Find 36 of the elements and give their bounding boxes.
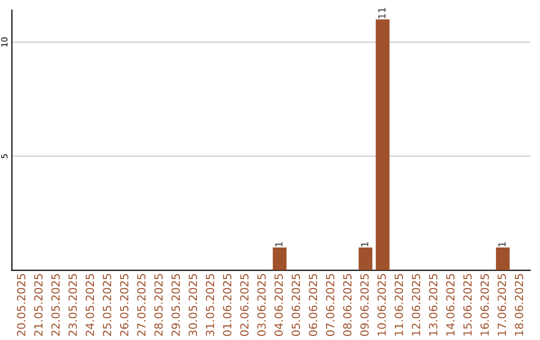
x-tick-label: 24.05.2025 — [86, 274, 94, 336]
x-tick-label: 02.06.2025 — [240, 274, 249, 336]
x-tick-label: 27.05.2025 — [137, 274, 146, 336]
x-tick-label: 25.05.2025 — [102, 274, 112, 336]
x-tick-label: 10.06.2025 — [377, 274, 386, 336]
x-tick-label: 22.05.2025 — [51, 274, 60, 336]
x-tick-label: 12.06.2025 — [412, 274, 420, 336]
y-tick-label: 10 — [1, 37, 8, 47]
x-tick-label: 07.06.2025 — [326, 274, 334, 336]
x-tick-label: 26.05.2025 — [120, 274, 128, 336]
x-tick-label: 13.06.2025 — [428, 274, 438, 336]
x-tick-label: 04.06.2025 — [274, 274, 283, 336]
x-tick-label: 21.05.2025 — [34, 274, 43, 336]
x-tick-label: 29.05.2025 — [171, 274, 180, 336]
x-tick-label: 15.06.2025 — [463, 274, 472, 336]
x-tick-label: 30.05.2025 — [188, 274, 198, 336]
x-tick-label: 23.05.2025 — [68, 274, 77, 336]
data-label: 1 — [275, 242, 282, 246]
x-tick-label: 18.06.2025 — [514, 274, 524, 336]
x-tick-label: 11.06.2025 — [394, 274, 404, 336]
x-tick-label: 06.06.2025 — [308, 274, 318, 336]
data-label: 11 — [378, 8, 386, 18]
x-tick-label: 08.06.2025 — [343, 274, 352, 336]
y-tick-label: 5 — [1, 154, 8, 158]
x-tick-label: 17.06.2025 — [498, 274, 506, 336]
x-tick-label: 28.05.2025 — [154, 274, 163, 336]
data-label: 1 — [498, 242, 506, 246]
x-tick-label: 05.06.2025 — [292, 274, 300, 336]
x-tick-label: 31.05.2025 — [206, 274, 214, 336]
x-tick-label: 01.06.2025 — [222, 274, 232, 336]
x-tick-label: 20.05.2025 — [17, 274, 26, 336]
data-label: 1 — [361, 242, 368, 246]
x-tick-label: 03.06.2025 — [257, 274, 266, 336]
x-tick-label: 09.06.2025 — [360, 274, 369, 336]
x-tick-label: 14.06.2025 — [446, 274, 455, 336]
x-tick-label: 16.06.2025 — [480, 274, 489, 336]
